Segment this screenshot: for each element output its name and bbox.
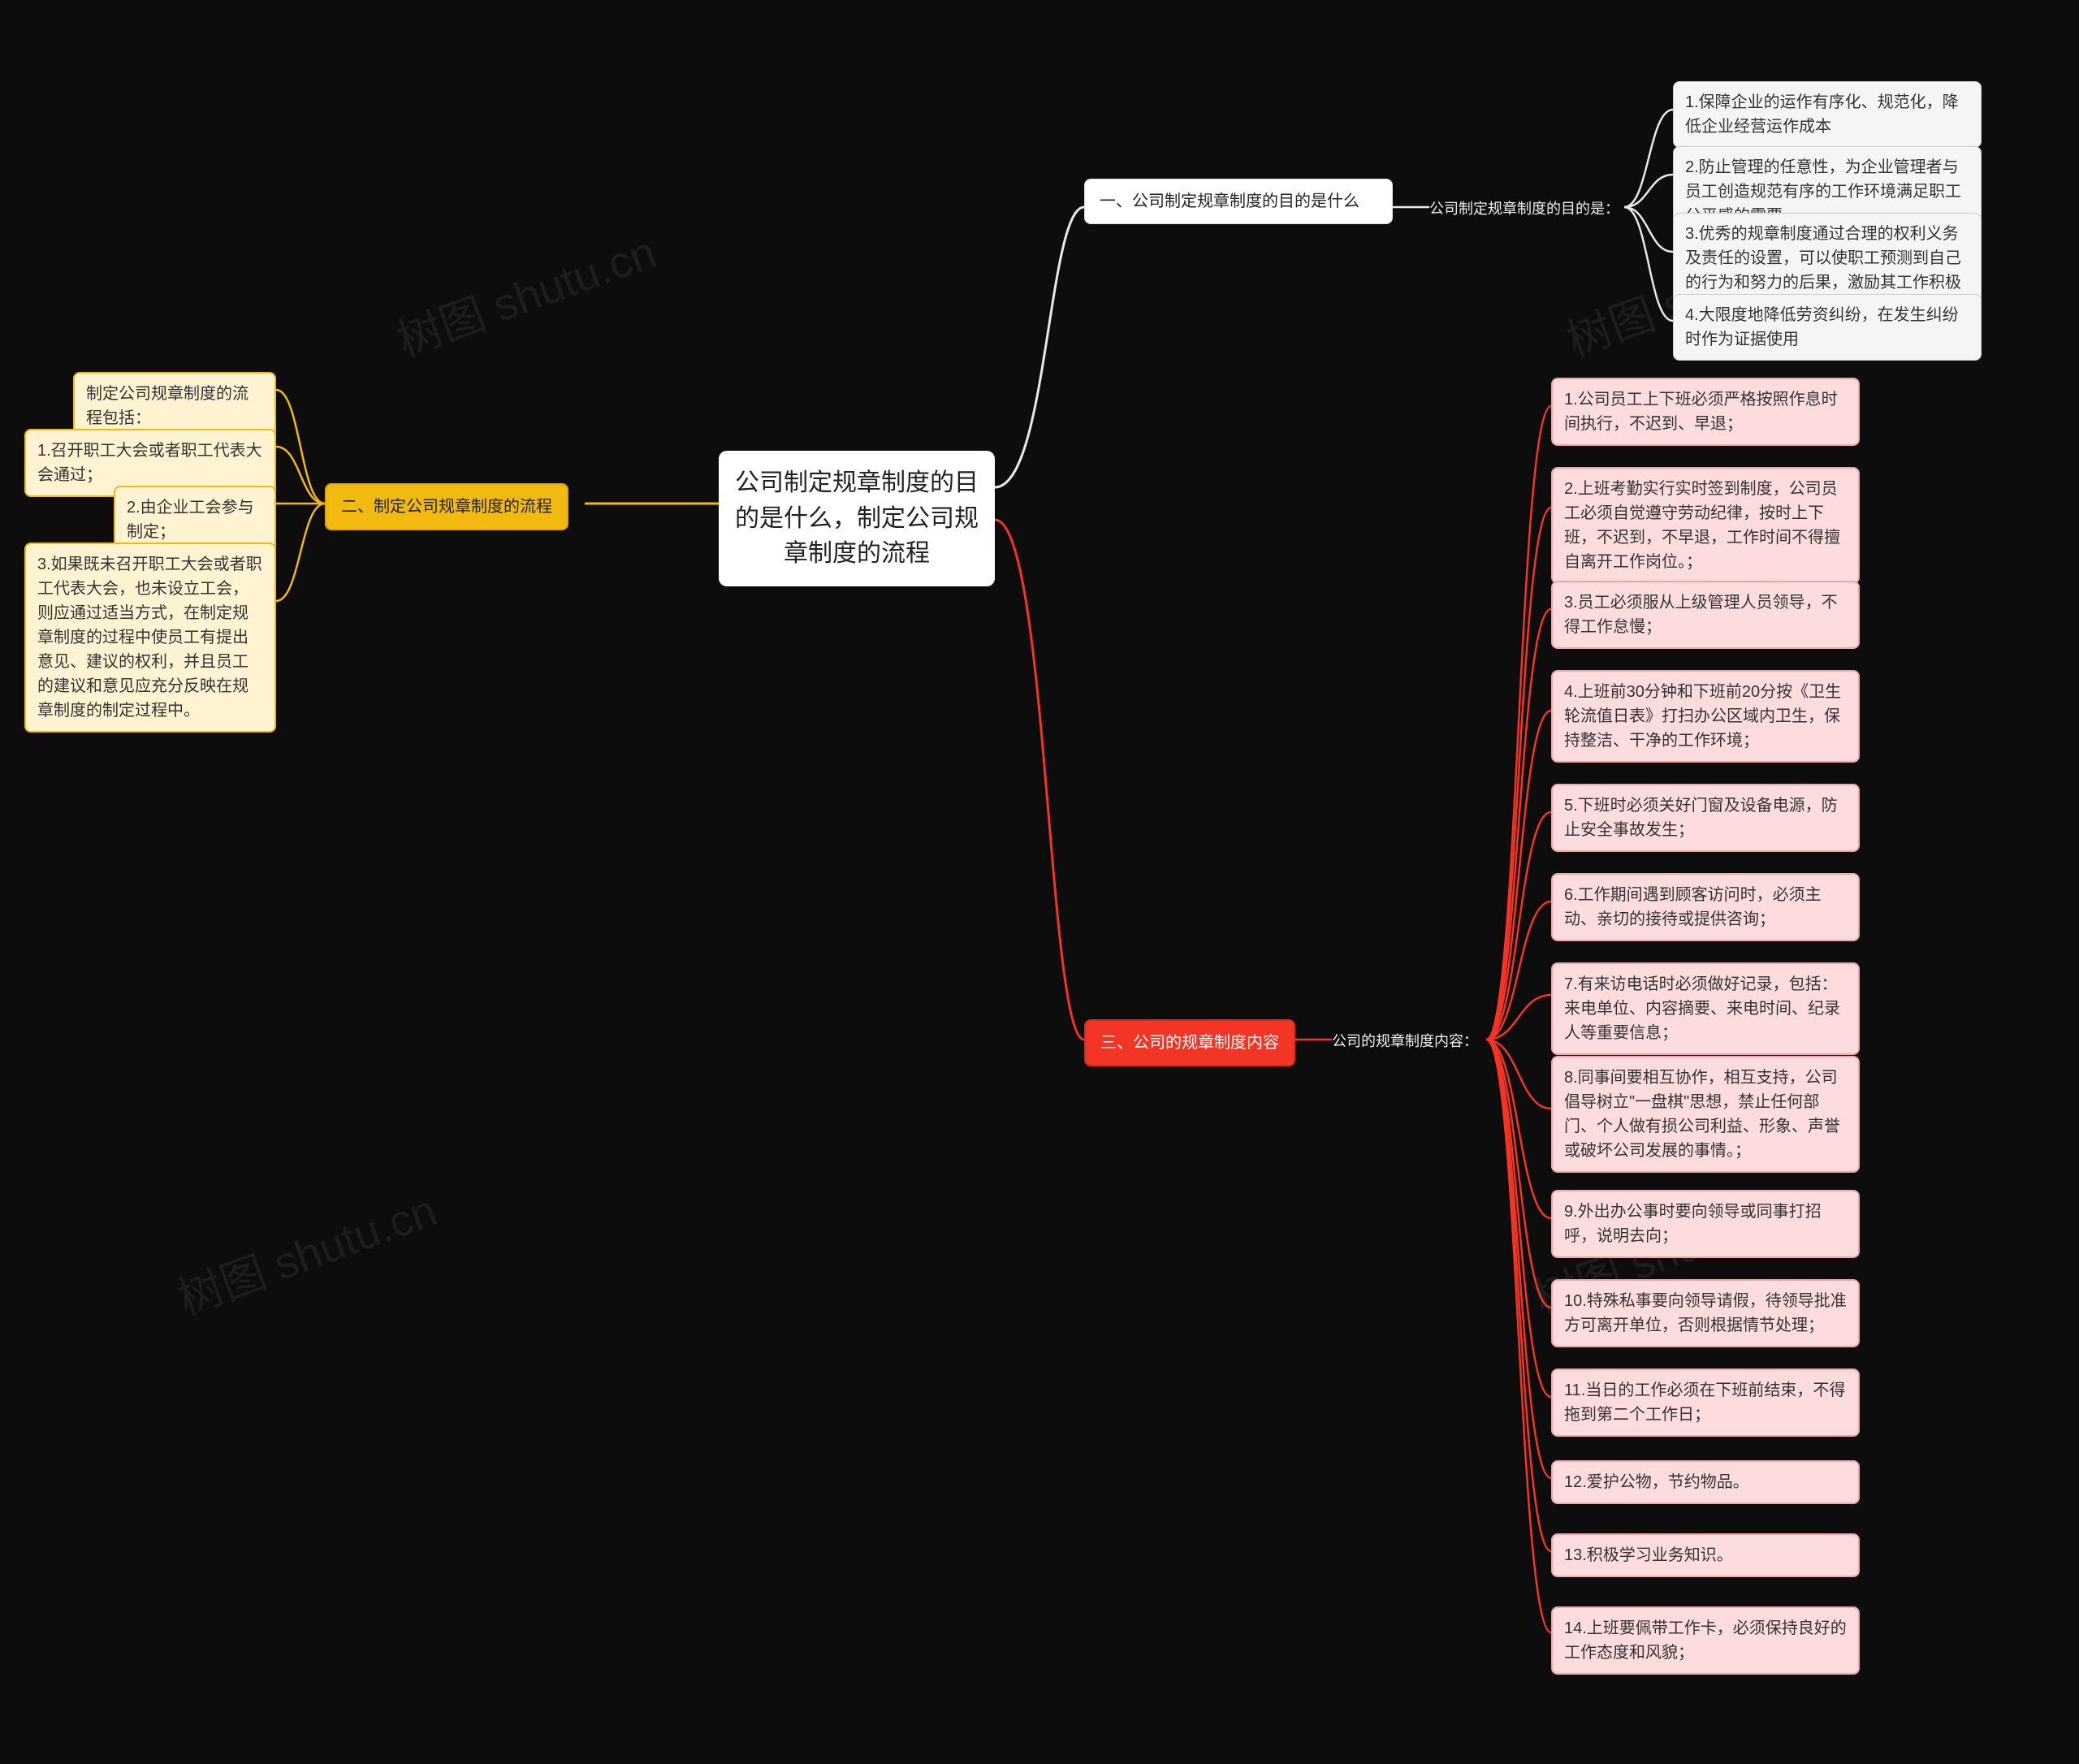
section-process: 二、制定公司规章制度的流程 bbox=[325, 483, 568, 530]
leaf-content-10: 11.当日的工作必须在下班前结束，不得拖到第二个工作日； bbox=[1551, 1368, 1860, 1437]
sublabel-purpose: 公司制定规章制度的目的是： bbox=[1429, 197, 1619, 218]
leaf-content-2: 3.员工必须服从上级管理人员领导，不得工作怠慢； bbox=[1551, 581, 1860, 649]
leaf-content-1: 2.上班考勤实行实时签到制度，公司员工必须自觉遵守劳动纪律，按时上下班，不迟到，… bbox=[1551, 467, 1860, 584]
leaf-content-0: 1.公司员工上下班必须严格按照作息时间执行，不迟到、早退； bbox=[1551, 378, 1860, 446]
leaf-content-9: 10.特殊私事要向领导请假，待领导批准方可离开单位，否则根据情节处理； bbox=[1551, 1279, 1860, 1347]
leaf-process-3: 3.如果既未召开职工大会或者职工代表大会，也未设立工会，则应通过适当方式，在制定… bbox=[24, 543, 276, 733]
leaf-content-13: 14.上班要佩带工作卡，必须保持良好的工作态度和风貌； bbox=[1551, 1606, 1860, 1675]
section-content: 三、公司的规章制度内容 bbox=[1084, 1019, 1295, 1066]
section-purpose: 一、公司制定规章制度的目的是什么 bbox=[1084, 179, 1393, 224]
root-node: 公司制定规章制度的目的是什么，制定公司规章制度的流程 bbox=[719, 451, 995, 586]
sublabel-content: 公司的规章制度内容： bbox=[1332, 1030, 1478, 1051]
leaf-purpose-3: 4.大限度地降低劳资纠纷，在发生纠纷时作为证据使用 bbox=[1673, 294, 1982, 361]
leaf-content-7: 8.同事间要相互协作，相互支持，公司倡导树立"一盘棋"思想，禁止任何部门、个人做… bbox=[1551, 1056, 1860, 1173]
leaf-content-11: 12.爱护公物，节约物品。 bbox=[1551, 1460, 1860, 1504]
leaf-content-4: 5.下班时必须关好门窗及设备电源，防止安全事故发生； bbox=[1551, 784, 1860, 852]
leaf-content-5: 6.工作期间遇到顾客访问时，必须主动、亲切的接待或提供咨询； bbox=[1551, 873, 1860, 941]
leaf-content-6: 7.有来访电话时必须做好记录，包括：来电单位、内容摘要、来电时间、纪录人等重要信… bbox=[1551, 962, 1860, 1055]
watermark: 树图 shutu.cn bbox=[387, 215, 663, 369]
leaf-content-3: 4.上班前30分钟和下班前20分按《卫生轮流值日表》打扫办公区域内卫生，保持整洁… bbox=[1551, 670, 1860, 763]
leaf-content-12: 13.积极学习业务知识。 bbox=[1551, 1533, 1860, 1577]
leaf-content-8: 9.外出办公事时要向领导或同事打招呼，说明去向； bbox=[1551, 1190, 1860, 1258]
watermark: 树图 shutu.cn bbox=[167, 1174, 443, 1327]
leaf-purpose-0: 1.保障企业的运作有序化、规范化，降低企业经营运作成本 bbox=[1673, 81, 1982, 148]
